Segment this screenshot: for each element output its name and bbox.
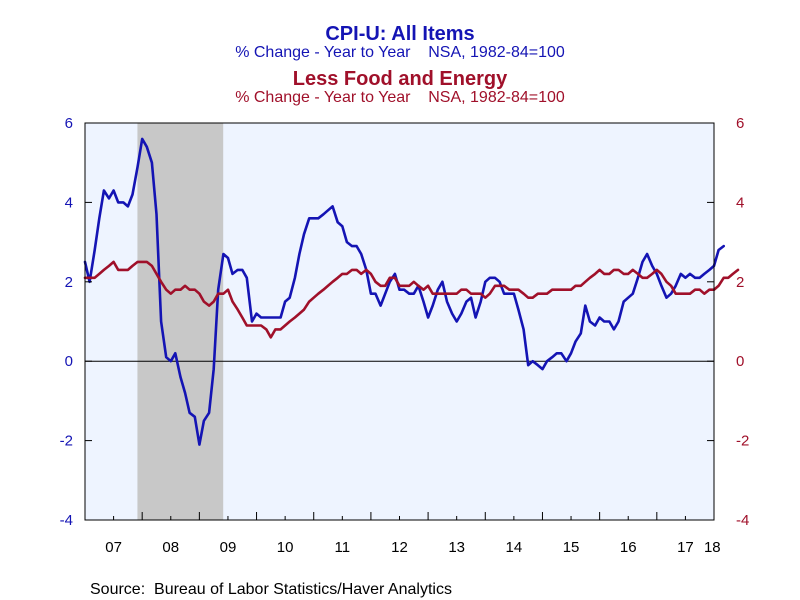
series-line-1 [83,260,740,339]
subtitle-core: % Change - Year to Year NSA, 1982-84=100 [235,89,565,106]
y-left-tick-label: -4 [60,512,73,529]
series-line-0 [83,137,725,446]
y-left-tick-label: 2 [65,274,73,291]
y-left-tick-label: 0 [65,353,73,370]
y-right-tick-label: -2 [736,433,749,450]
source-note: Source: Bureau of Labor Statistics/Haver… [90,581,452,598]
title-main: CPI-U: All Items [325,23,474,45]
y-right-tick-label: 6 [736,115,744,132]
x-tick-label: 15 [563,539,580,556]
y-right-tick-label: -4 [736,512,749,529]
x-tick-label: 11 [335,539,351,556]
x-tick-label: 18 [704,539,721,556]
x-tick-label: 12 [391,539,408,556]
subtitle-main: % Change - Year to Year NSA, 1982-84=100 [235,44,565,61]
x-tick-label: 08 [162,539,179,556]
x-tick-label: 16 [620,539,637,556]
y-left-tick-label: 4 [65,194,73,211]
y-right-tick-label: 4 [736,194,744,211]
x-tick-label: 17 [677,539,694,556]
x-tick-label: 09 [220,539,237,556]
recession-band [137,123,224,520]
y-left-tick-label: 6 [65,115,73,132]
y-right-tick-label: 0 [736,353,744,370]
x-tick-label: 10 [277,539,294,556]
title-core: Less Food and Energy [293,68,508,90]
x-tick-label: 07 [105,539,122,556]
x-tick-label: 14 [506,539,523,556]
y-right-tick-label: 2 [736,274,744,291]
y-left-tick-label: -2 [60,433,73,450]
x-tick-label: 13 [448,539,465,556]
